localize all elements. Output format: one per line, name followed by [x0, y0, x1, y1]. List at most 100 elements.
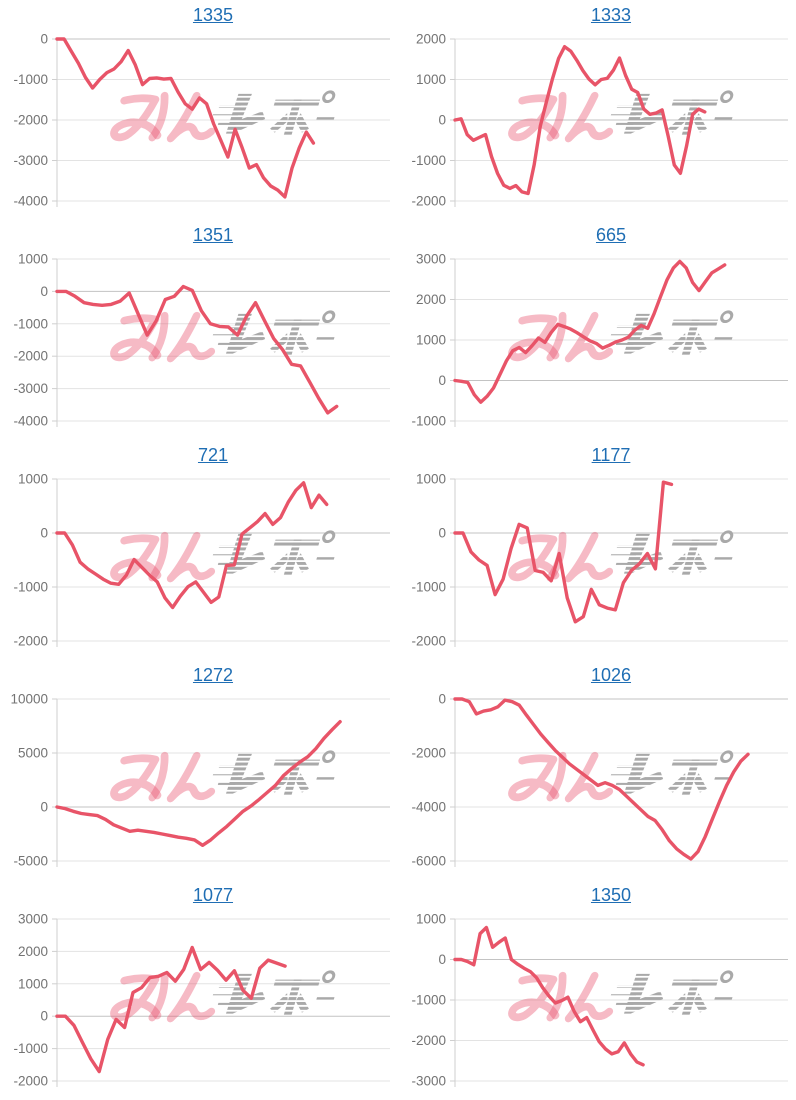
chart-panel-721: 721 1000 0 -1000 -2000	[0, 440, 398, 660]
y-tick-label: 1000	[416, 333, 446, 348]
y-tick-label: -2000	[411, 1033, 446, 1048]
chart-panel-1177: 1177 1000 0 -1000 -2000	[398, 440, 796, 660]
y-tick-label: -2000	[13, 113, 48, 128]
y-tick-label: 1000	[18, 976, 48, 991]
chart-panel-1333: 1333 2000 1000 0 -1000 -2000	[398, 0, 796, 220]
chart-title-link[interactable]: 1026	[590, 664, 632, 685]
y-tick-label: 10000	[10, 692, 48, 707]
chart-title-link[interactable]: 1177	[591, 444, 631, 465]
chart-title-row: 1333	[398, 0, 796, 30]
chart-title-link[interactable]: 1333	[590, 4, 632, 25]
site-watermark	[511, 312, 739, 359]
chart-title-row: 1077	[0, 880, 398, 910]
y-tick-label: 1000	[416, 72, 446, 87]
line-chart: 3000 2000 1000 0 -1000	[411, 252, 788, 429]
chart-title-row: 665	[398, 220, 796, 250]
data-line	[55, 284, 339, 415]
y-tick-label: -4000	[13, 194, 48, 209]
line-chart: 0 -2000 -4000 -6000	[411, 692, 788, 869]
y-tick-label: -3000	[13, 153, 48, 168]
y-tick-label: 0	[438, 373, 446, 388]
data-line	[55, 37, 316, 199]
data-line	[55, 945, 287, 1074]
data-line	[453, 45, 707, 196]
y-tick-label: 2000	[18, 944, 48, 959]
y-tick-label: 0	[40, 1009, 48, 1024]
y-tick-label: 0	[40, 800, 48, 815]
y-tick-label: 3000	[18, 912, 48, 927]
chart-panel-1335: 1335 0 -1000 -2000 -3000 -4000	[0, 0, 398, 220]
y-tick-label: 3000	[416, 252, 446, 267]
y-tick-label: 1000	[416, 472, 446, 487]
y-tick-label: -4000	[13, 414, 48, 429]
y-tick-label: -5000	[13, 854, 48, 869]
y-tick-label: -1000	[411, 153, 446, 168]
y-tick-label: -4000	[411, 800, 446, 815]
y-tick-label: -1000	[13, 580, 48, 595]
y-tick-label: -2000	[13, 349, 48, 364]
site-watermark	[511, 752, 739, 799]
y-tick-label: 0	[438, 113, 446, 128]
chart-title-row: 721	[0, 440, 398, 470]
y-tick-label: 2000	[416, 32, 446, 47]
site-watermark	[511, 532, 739, 579]
line-chart: 1000 0 -1000 -2000 -3000	[411, 912, 788, 1089]
y-tick-label: 0	[438, 526, 446, 541]
line-chart: 3000 2000 1000 0 -1000 -2000	[13, 912, 390, 1089]
data-line	[55, 481, 329, 610]
y-tick-label: 0	[438, 952, 446, 967]
chart-title-link[interactable]: 1335	[192, 4, 234, 25]
chart-title-link[interactable]: 1077	[192, 884, 234, 905]
chart-title-link[interactable]: 1351	[192, 224, 234, 245]
y-tick-label: 1000	[18, 252, 48, 267]
y-tick-label: 5000	[18, 746, 48, 761]
y-tick-label: -2000	[13, 1074, 48, 1089]
chart-title-link[interactable]: 665	[595, 224, 627, 245]
y-tick-label: 1000	[18, 472, 48, 487]
chart-title-row: 1335	[0, 0, 398, 30]
line-chart: 10000 5000 0 -5000	[10, 692, 390, 869]
chart-title-row: 1026	[398, 660, 796, 690]
y-tick-label: -3000	[411, 1074, 446, 1089]
y-tick-label: -1000	[411, 580, 446, 595]
chart-panel-1350: 1350 1000 0 -1000 -2000 -3000	[398, 880, 796, 1100]
line-chart: 0 -1000 -2000 -3000 -4000	[13, 32, 390, 209]
chart-title-row: 1177	[398, 440, 796, 470]
y-tick-label: 0	[40, 526, 48, 541]
y-tick-label: -1000	[411, 414, 446, 429]
y-tick-label: -3000	[13, 381, 48, 396]
data-line	[453, 480, 674, 624]
y-tick-label: 2000	[416, 292, 446, 307]
y-tick-label: -6000	[411, 854, 446, 869]
y-tick-label: 0	[40, 32, 48, 47]
y-tick-label: -2000	[411, 634, 446, 649]
chart-title-row: 1350	[398, 880, 796, 910]
chart-panel-665: 665 3000 2000 1000 0 -1000	[398, 220, 796, 440]
data-line	[453, 697, 750, 861]
y-tick-label: -1000	[411, 993, 446, 1008]
y-tick-label: -2000	[411, 746, 446, 761]
y-tick-label: -1000	[13, 1041, 48, 1056]
line-chart: 2000 1000 0 -1000 -2000	[411, 32, 788, 209]
chart-title-row: 1272	[0, 660, 398, 690]
chart-title-link[interactable]: 1350	[590, 884, 632, 905]
y-tick-label: 0	[40, 284, 48, 299]
chart-title-link[interactable]: 721	[197, 444, 229, 465]
chart-panel-1351: 1351 1000 0 -1000 -2000 -3000 -4000	[0, 220, 398, 440]
y-tick-label: -2000	[13, 634, 48, 649]
data-line	[55, 720, 342, 848]
y-tick-label: -1000	[13, 72, 48, 87]
y-tick-label: -2000	[411, 194, 446, 209]
chart-panel-1077: 1077 3000 2000 1000 0 -1000 -2000	[0, 880, 398, 1100]
data-line	[453, 259, 727, 404]
site-watermark	[511, 972, 739, 1019]
y-tick-label: 1000	[416, 912, 446, 927]
data-line	[453, 925, 645, 1067]
chart-title-row: 1351	[0, 220, 398, 250]
line-chart: 1000 0 -1000 -2000	[411, 472, 788, 649]
chart-panel-1272: 1272 10000 5000 0 -5000	[0, 660, 398, 880]
line-chart: 1000 0 -1000 -2000 -3000 -4000	[13, 252, 390, 429]
y-tick-label: 0	[438, 692, 446, 707]
chart-title-link[interactable]: 1272	[192, 664, 234, 685]
